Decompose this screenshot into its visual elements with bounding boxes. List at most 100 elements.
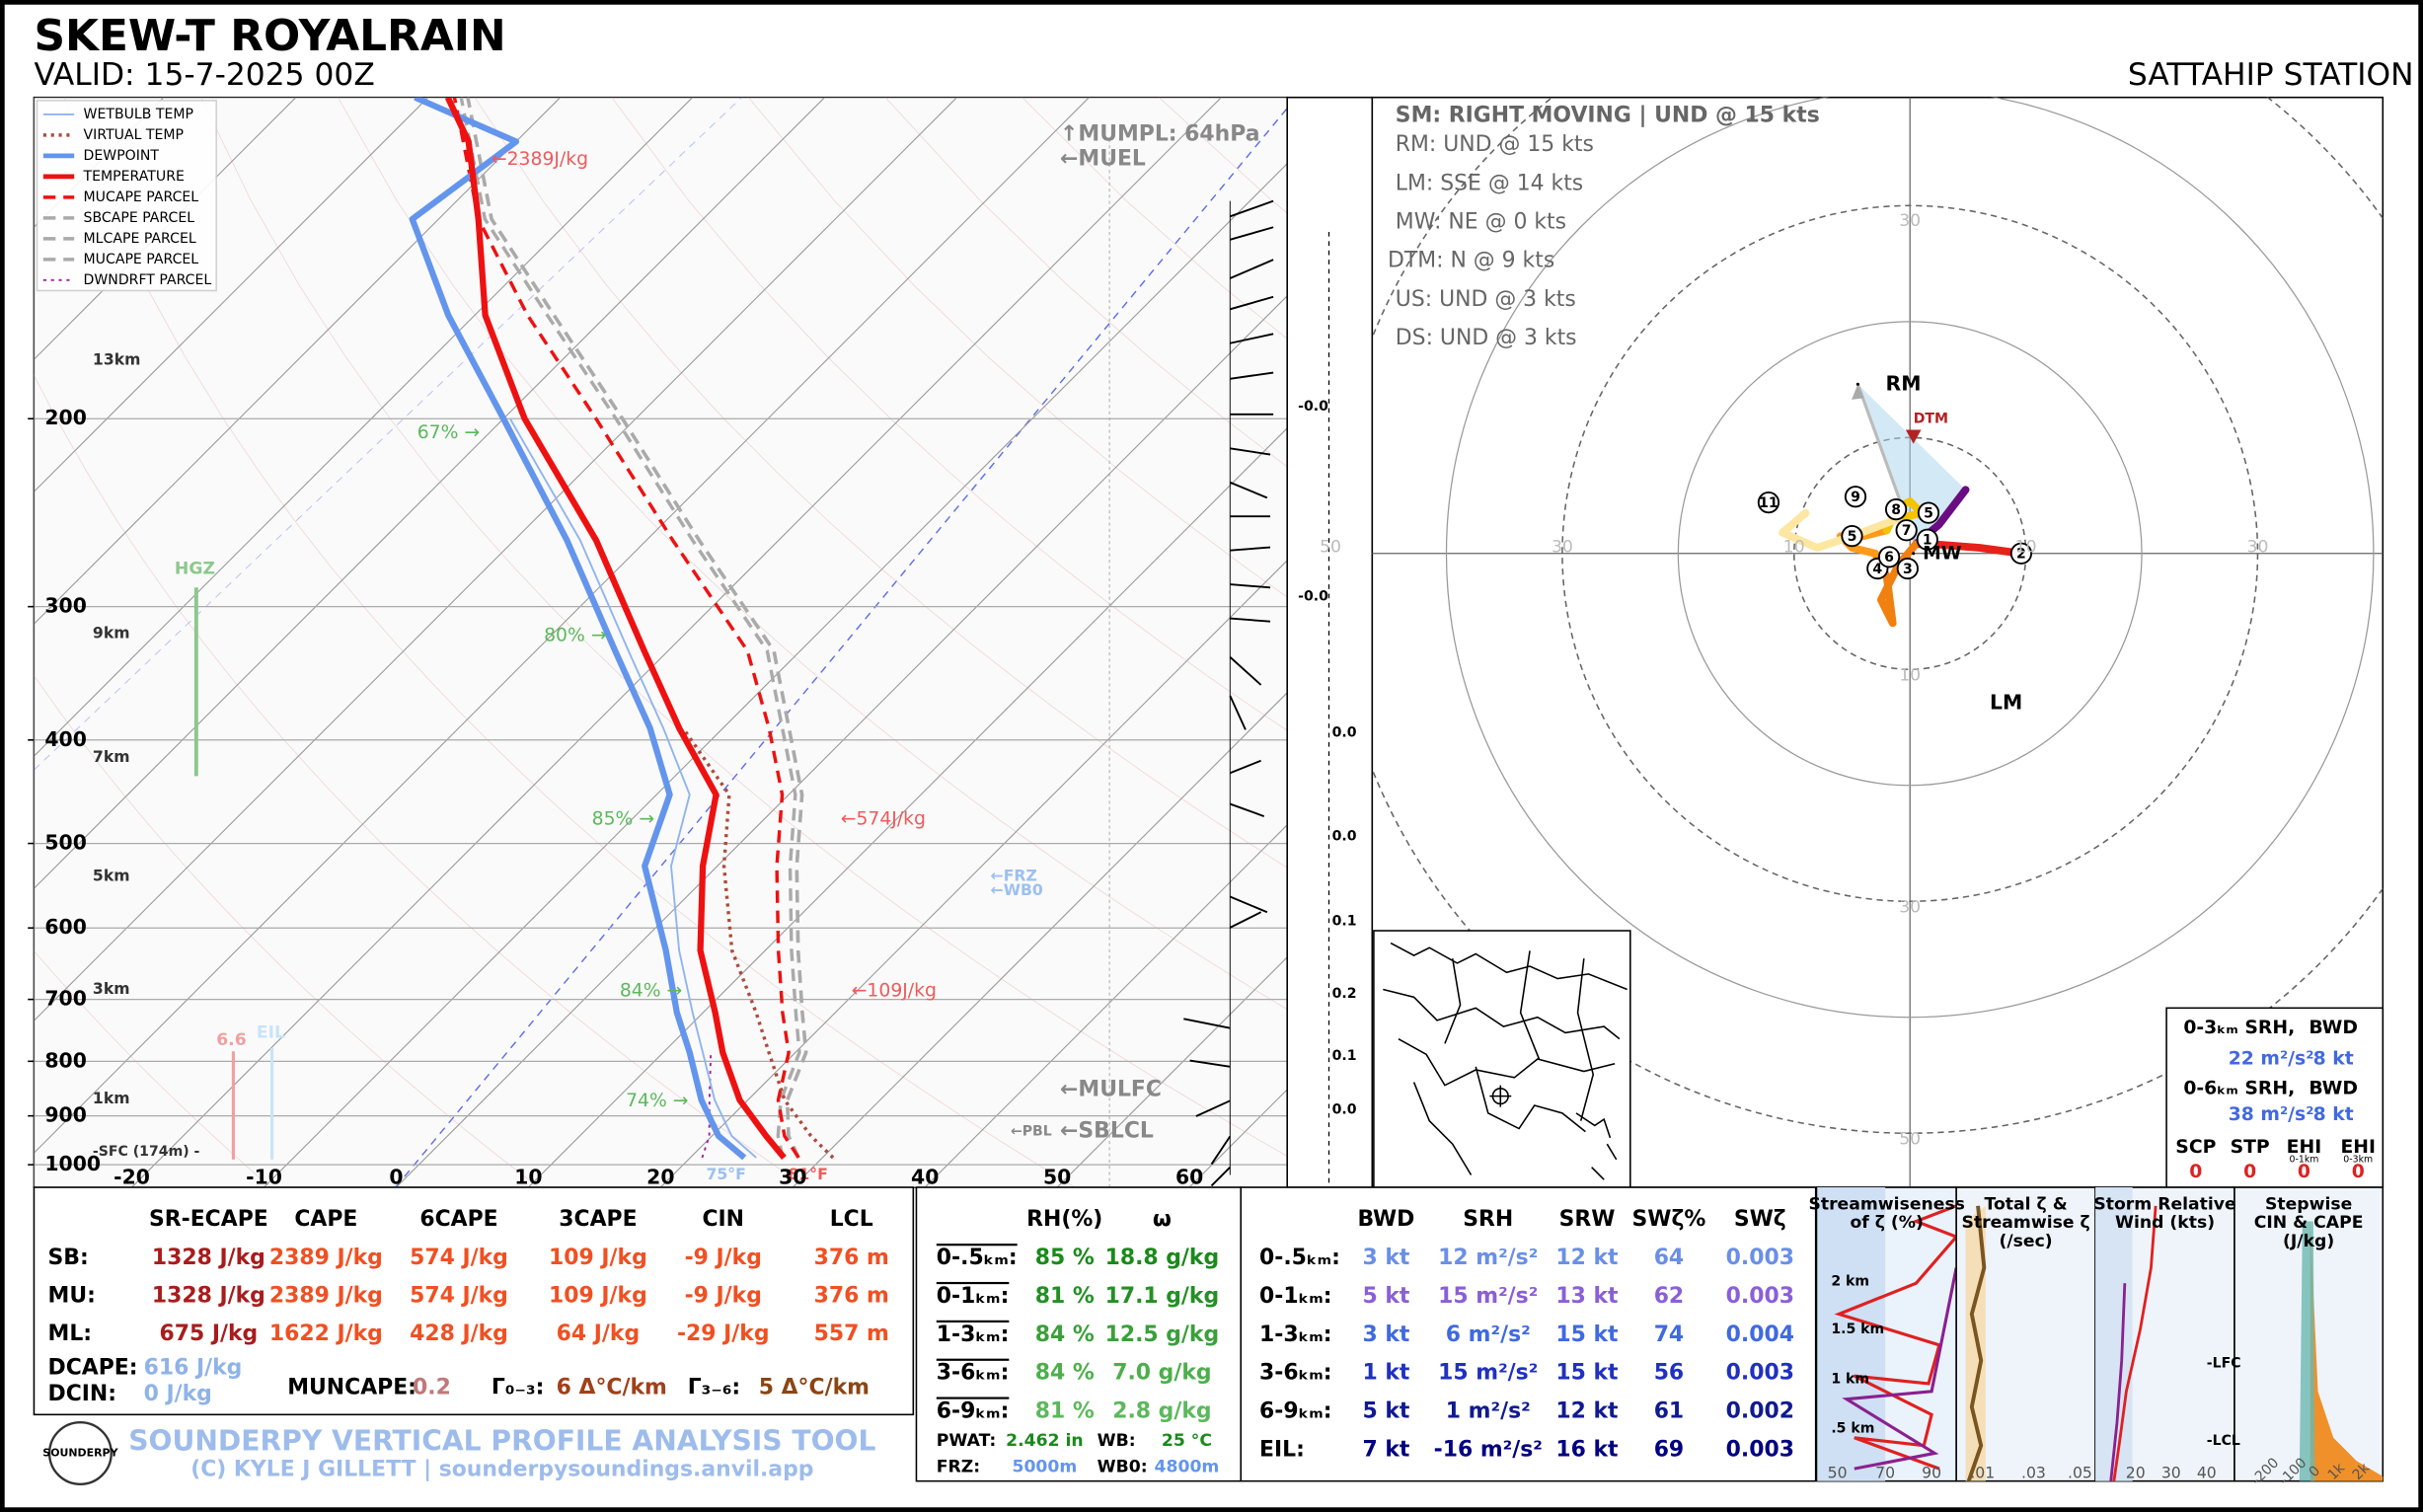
extra-value: 2.462 in bbox=[1006, 1431, 1084, 1451]
ring-label: 30 bbox=[1899, 211, 1921, 231]
table-cell: 0.002 bbox=[1726, 1399, 1794, 1423]
table-header: LCL bbox=[830, 1207, 873, 1232]
ring-label: 50 bbox=[1320, 538, 1341, 558]
table-cell: 15 kt bbox=[1555, 1323, 1618, 1347]
title: SKEW-T ROYALRAIN bbox=[34, 11, 505, 61]
table-cell: 1328 J/kg bbox=[152, 1283, 265, 1308]
profile-line bbox=[459, 97, 801, 1159]
height-marker bbox=[1916, 528, 1938, 551]
row-label: 6-9ₖₘ: bbox=[937, 1399, 1010, 1423]
x-tick-label: 50 bbox=[1043, 1166, 1071, 1189]
annotation: HGZ bbox=[175, 559, 215, 578]
panel-shade bbox=[1817, 1187, 1886, 1481]
table-cell: -9 J/kg bbox=[685, 1246, 762, 1270]
subtitle: VALID: 15-7-2025 00Z bbox=[34, 57, 374, 93]
extra-value: 5 Δ°C/km bbox=[759, 1376, 870, 1400]
extra-label: PWAT: bbox=[937, 1431, 997, 1451]
ring-label: 30 bbox=[1899, 898, 1921, 918]
storm-point-label: LM bbox=[1990, 690, 2022, 714]
srh-cell: 0-6ₖₘ SRH, bbox=[2183, 1078, 2295, 1098]
height-marker-label: 4 bbox=[1872, 562, 1882, 577]
border-line bbox=[1383, 988, 1621, 1040]
height-marker bbox=[1884, 498, 1908, 521]
annotation: ←PBL bbox=[1011, 1124, 1052, 1140]
y-tick-label: 900 bbox=[44, 1103, 86, 1127]
row-label: 0-1ₖₘ: bbox=[937, 1284, 1010, 1309]
storm-motion-text: SM: RIGHT MOVING | UND @ 15 kts bbox=[1396, 103, 1820, 127]
panel-shade bbox=[2095, 1187, 2133, 1481]
annotation: ←MUEL bbox=[1060, 146, 1146, 171]
height-label: 1km bbox=[93, 1089, 130, 1107]
x-tick-label: 20 bbox=[646, 1166, 674, 1189]
extra-value: 616 J/kg bbox=[144, 1355, 243, 1380]
annotation: ↑MUMPL: 64hPa bbox=[1060, 121, 1259, 146]
panel-tick-label: 70 bbox=[1875, 1463, 1895, 1481]
isotherm bbox=[34, 97, 693, 757]
ring-label: 50 bbox=[1899, 1129, 1921, 1149]
extra-label: WB0: bbox=[1098, 1458, 1148, 1477]
table-cell: 84 % bbox=[1035, 1323, 1095, 1347]
table-header: SWζ% bbox=[1632, 1207, 1706, 1232]
panel-label: .5 km bbox=[1831, 1420, 1874, 1436]
srh-cell: 38 m²/s² bbox=[2229, 1104, 2314, 1125]
y-tick-label: 300 bbox=[44, 594, 86, 618]
x-tick-label: 0 bbox=[389, 1166, 403, 1189]
x-tick-label: 10 bbox=[514, 1166, 542, 1189]
row-label: MU: bbox=[48, 1283, 96, 1308]
index-label: STP bbox=[2231, 1137, 2270, 1158]
table-cell: 7.0 g/kg bbox=[1112, 1361, 1211, 1386]
table-cell: 56 bbox=[1654, 1361, 1684, 1386]
storm-point bbox=[1912, 552, 1916, 556]
extra-label: DCIN: bbox=[48, 1382, 116, 1406]
table-cell: 0.003 bbox=[1726, 1284, 1794, 1309]
table-cell: 0.003 bbox=[1726, 1437, 1794, 1462]
isotherm-grid-line bbox=[131, 97, 1222, 1188]
hodo-ring bbox=[1677, 321, 2143, 787]
table-header: RH(%) bbox=[1026, 1207, 1102, 1232]
table-header: 6CAPE bbox=[419, 1207, 497, 1232]
skewt-shade bbox=[34, 97, 1288, 1188]
height-marker bbox=[1917, 501, 1940, 524]
dry-adiabat bbox=[34, 674, 540, 1188]
skewt-overlay: 13km 9km 7km 5km 3km 1km -SFC (174m) - ←2389J/k… bbox=[93, 121, 1260, 1183]
table-cell: 12 kt bbox=[1555, 1399, 1618, 1423]
hodograph-overlay: 1010103030303050505050RMLMMWDTMSM: RIGHT… bbox=[1320, 103, 2268, 1149]
storm-motion-text: LM: SSE @ 14 kts bbox=[1396, 171, 1583, 195]
dry-adiabat bbox=[34, 949, 271, 1188]
border-line bbox=[1444, 950, 1595, 1121]
storm-motion-text: US: UND @ 3 kts bbox=[1396, 287, 1576, 312]
srh-cell: BWD bbox=[2309, 1018, 2358, 1038]
height-marker bbox=[1841, 525, 1863, 548]
panel-tick-label: 30 bbox=[2161, 1463, 2181, 1481]
extra-value: 25 °C bbox=[1162, 1431, 1212, 1451]
index-label: SCP bbox=[2175, 1137, 2216, 1158]
omega-label: -0.0 bbox=[1298, 589, 1328, 605]
rm-arrowhead bbox=[1852, 384, 1864, 400]
legend-label: TEMPERATURE bbox=[83, 169, 185, 185]
srh-cell: BWD bbox=[2309, 1078, 2358, 1098]
hodo-ring bbox=[1561, 204, 2259, 903]
height-label: -SFC (174m) - bbox=[93, 1144, 200, 1160]
table-cell: 13 kt bbox=[1555, 1284, 1618, 1309]
table-cell: 574 J/kg bbox=[410, 1246, 508, 1270]
extra-label: MUNCAPE: bbox=[287, 1376, 416, 1400]
extra-value: 6 Δ°C/km bbox=[557, 1376, 667, 1400]
hodograph-plot: 1 2 3 4 5 5 678 9 11 bbox=[1372, 97, 2384, 1188]
table-cell: 74 bbox=[1654, 1323, 1684, 1347]
index-value: 0 bbox=[2298, 1162, 2310, 1182]
logo-text: SOUNDERPY bbox=[42, 1446, 118, 1459]
panel-label: 2 km bbox=[1831, 1274, 1869, 1290]
height-marker bbox=[1757, 491, 1780, 514]
table-cell: 557 m bbox=[814, 1322, 889, 1346]
table-cell: 81 % bbox=[1035, 1284, 1095, 1309]
index-value: 0 bbox=[2243, 1162, 2256, 1182]
row-label: 0-.5ₖₘ: bbox=[1259, 1246, 1340, 1270]
height-label: 7km bbox=[93, 747, 130, 766]
annotation: 80% → bbox=[544, 625, 606, 645]
panel-curve bbox=[1834, 1204, 1959, 1471]
height-marker-label: 6 bbox=[1884, 550, 1894, 566]
index-value: 0 bbox=[2189, 1162, 2202, 1182]
height-marker-label: 3 bbox=[1903, 562, 1913, 577]
